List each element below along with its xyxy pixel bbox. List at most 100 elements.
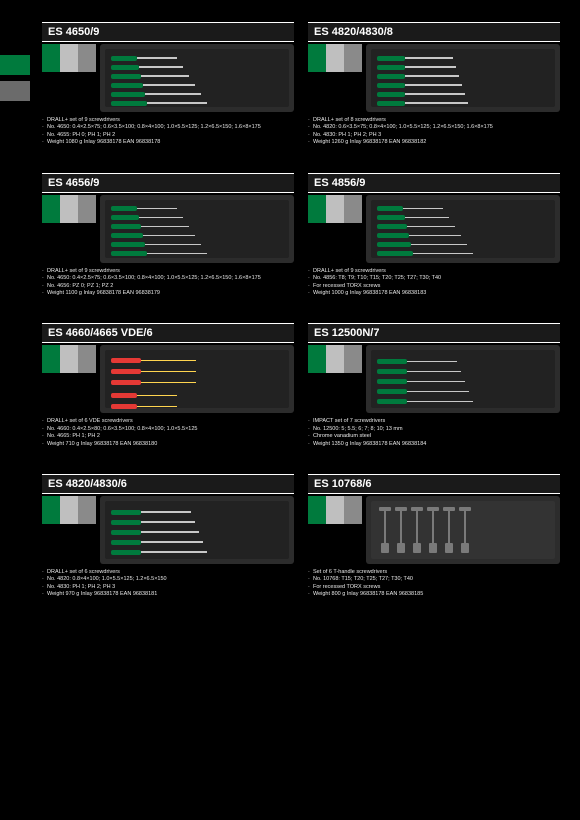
product-code: ES 4656/9 bbox=[42, 173, 294, 193]
left-column: ES 4650/9 DRALL+ set of 9 screwdriversNo… bbox=[42, 22, 294, 615]
swatch-dark bbox=[78, 496, 96, 524]
swatch-green bbox=[42, 195, 60, 223]
desc-line: DRALL+ set of 6 screwdrivers bbox=[42, 569, 294, 576]
product-image bbox=[366, 496, 560, 564]
desc-line: Weight 970 g Inlay 96838178 EAN 96838181 bbox=[42, 591, 294, 598]
product-desc: DRALL+ set of 9 screwdriversNo. 4856: T8… bbox=[308, 268, 560, 298]
desc-line: No. 4656: PZ 0; PZ 1; PZ 2 bbox=[42, 283, 294, 290]
product-image bbox=[100, 44, 294, 112]
product-desc: Set of 6 T-handle screwdriversNo. 10768:… bbox=[308, 569, 560, 599]
swatch-group bbox=[42, 496, 96, 524]
side-tabs bbox=[0, 55, 30, 107]
swatch-light bbox=[60, 44, 78, 72]
swatch-dark bbox=[78, 345, 96, 373]
swatch-dark bbox=[344, 345, 362, 373]
product-card: ES 4660/4665 VDE/6 DRALL+ set of 6 VDE s… bbox=[42, 323, 294, 448]
swatch-dark bbox=[344, 496, 362, 524]
swatch-group bbox=[308, 195, 362, 223]
swatch-green bbox=[42, 44, 60, 72]
product-card: ES 4656/9 DRALL+ set of 9 screwdriversNo… bbox=[42, 173, 294, 298]
swatch-green bbox=[308, 496, 326, 524]
desc-line: No. 4820: 0.8×4×100; 1.0×5.5×125; 1.2×6.… bbox=[42, 576, 294, 583]
product-card: ES 4820/4830/8 DRALL+ set of 8 screwdriv… bbox=[308, 22, 560, 147]
product-image bbox=[100, 195, 294, 263]
desc-line: Weight 1260 g Inlay 96838178 EAN 9683818… bbox=[308, 139, 560, 146]
desc-line: Weight 1000 g Inlay 96838178 EAN 9683818… bbox=[308, 290, 560, 297]
product-card: ES 10768/6 bbox=[308, 474, 560, 599]
swatch-dark bbox=[344, 195, 362, 223]
swatch-dark bbox=[78, 44, 96, 72]
product-card: ES 12500N/7 IMPACT set of 7 screwdrivers… bbox=[308, 323, 560, 448]
swatch-light bbox=[326, 345, 344, 373]
product-card: ES 4650/9 DRALL+ set of 9 screwdriversNo… bbox=[42, 22, 294, 147]
desc-line: Chrome vanadium steel bbox=[308, 433, 560, 440]
desc-line: DRALL+ set of 9 screwdrivers bbox=[42, 117, 294, 124]
product-code: ES 4660/4665 VDE/6 bbox=[42, 323, 294, 343]
swatch-dark bbox=[78, 195, 96, 223]
product-image bbox=[366, 195, 560, 263]
product-desc: DRALL+ set of 8 screwdriversNo. 4820: 0.… bbox=[308, 117, 560, 147]
swatch-green bbox=[42, 496, 60, 524]
product-card: ES 4820/4830/6 DRALL+ set of 6 screwdriv… bbox=[42, 474, 294, 599]
desc-line: No. 4650: 0.4×2.5×75; 0.6×3.5×100; 0.8×4… bbox=[42, 275, 294, 282]
desc-line: For recessed TORX screws bbox=[308, 584, 560, 591]
desc-line: DRALL+ set of 6 VDE screwdrivers bbox=[42, 418, 294, 425]
product-code: ES 4820/4830/8 bbox=[308, 22, 560, 42]
swatch-group bbox=[42, 195, 96, 223]
desc-line: No. 4856: T8; T9; T10; T15; T20; T25; T2… bbox=[308, 275, 560, 282]
right-column: ES 4820/4830/8 DRALL+ set of 8 screwdriv… bbox=[308, 22, 560, 615]
product-code: ES 4650/9 bbox=[42, 22, 294, 42]
desc-line: No. 4650: 0.4×2.5×75; 0.6×3.5×100; 0.8×4… bbox=[42, 124, 294, 131]
desc-line: Weight 710 g Inlay 96838178 EAN 96838180 bbox=[42, 441, 294, 448]
product-desc: DRALL+ set of 6 screwdriversNo. 4820: 0.… bbox=[42, 569, 294, 599]
swatch-green bbox=[308, 345, 326, 373]
swatch-dark bbox=[344, 44, 362, 72]
product-code: ES 4856/9 bbox=[308, 173, 560, 193]
desc-line: No. 4830: PH 1; PH 2; PH 3 bbox=[308, 132, 560, 139]
desc-line: No. 12500: 5; 5.5; 6; 7; 8; 10; 13 mm bbox=[308, 426, 560, 433]
product-code: ES 12500N/7 bbox=[308, 323, 560, 343]
swatch-light bbox=[326, 496, 344, 524]
product-desc: DRALL+ set of 6 VDE screwdriversNo. 4660… bbox=[42, 418, 294, 448]
desc-line: DRALL+ set of 9 screwdrivers bbox=[308, 268, 560, 275]
desc-line: DRALL+ set of 8 screwdrivers bbox=[308, 117, 560, 124]
desc-line: Weight 1100 g Inlay 96838178 EAN 9683817… bbox=[42, 290, 294, 297]
desc-line: No. 4820: 0.6×3.5×75; 0.8×4×100; 1.0×5.5… bbox=[308, 124, 560, 131]
swatch-group bbox=[42, 345, 96, 373]
product-image bbox=[366, 345, 560, 413]
swatch-group bbox=[308, 345, 362, 373]
desc-line: No. 4665: PH 1; PH 2 bbox=[42, 433, 294, 440]
swatch-light bbox=[326, 44, 344, 72]
swatch-green bbox=[42, 345, 60, 373]
desc-line: No. 4660: 0.4×2.5×80; 0.6×3.5×100; 0.8×4… bbox=[42, 426, 294, 433]
product-image bbox=[100, 496, 294, 564]
desc-line: No. 10768: T15; T20; T25; T27; T30; T40 bbox=[308, 576, 560, 583]
tab-gray bbox=[0, 81, 30, 101]
desc-line: Set of 6 T-handle screwdrivers bbox=[308, 569, 560, 576]
desc-line: Weight 1080 g Inlay 96838178 EAN 9683817… bbox=[42, 139, 294, 146]
swatch-group bbox=[308, 44, 362, 72]
swatch-light bbox=[60, 496, 78, 524]
product-desc: IMPACT set of 7 screwdriversNo. 12500: 5… bbox=[308, 418, 560, 448]
swatch-light bbox=[326, 195, 344, 223]
product-card: ES 4856/9 DRALL+ set of 9 screwdriversNo… bbox=[308, 173, 560, 298]
swatch-light bbox=[60, 195, 78, 223]
desc-line: Weight 800 g Inlay 96838178 EAN 96838185 bbox=[308, 591, 560, 598]
product-code: ES 10768/6 bbox=[308, 474, 560, 494]
product-desc: DRALL+ set of 9 screwdriversNo. 4650: 0.… bbox=[42, 268, 294, 298]
desc-line: No. 4830: PH 1; PH 2; PH 3 bbox=[42, 584, 294, 591]
product-image bbox=[366, 44, 560, 112]
desc-line: No. 4655: PH 0; PH 1; PH 2 bbox=[42, 132, 294, 139]
swatch-group bbox=[308, 496, 362, 524]
desc-line: IMPACT set of 7 screwdrivers bbox=[308, 418, 560, 425]
product-code: ES 4820/4830/6 bbox=[42, 474, 294, 494]
product-desc: DRALL+ set of 9 screwdriversNo. 4650: 0.… bbox=[42, 117, 294, 147]
product-image bbox=[100, 345, 294, 413]
swatch-green bbox=[308, 195, 326, 223]
tab-green bbox=[0, 55, 30, 75]
swatch-green bbox=[308, 44, 326, 72]
catalog-columns: ES 4650/9 DRALL+ set of 9 screwdriversNo… bbox=[0, 0, 580, 625]
desc-line: Weight 1350 g Inlay 96838178 EAN 9683818… bbox=[308, 441, 560, 448]
desc-line: DRALL+ set of 9 screwdrivers bbox=[42, 268, 294, 275]
swatch-light bbox=[60, 345, 78, 373]
